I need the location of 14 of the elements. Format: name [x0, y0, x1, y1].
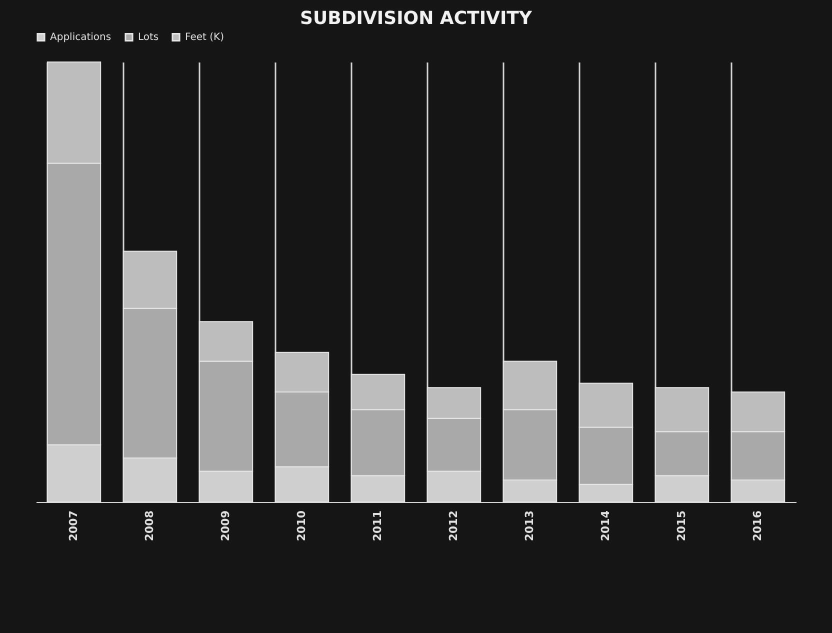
x-tick-label: 2014 [599, 510, 612, 542]
chart-title: SUBDIVISION ACTIVITY [300, 8, 533, 29]
x-tick-label: 2015 [675, 510, 688, 542]
x-tick-label: 2009 [219, 510, 232, 542]
x-tick-label: 2013 [523, 510, 536, 542]
x-tick-label: 2011 [371, 510, 384, 542]
legend-label: Applications [50, 32, 112, 44]
x-tick-label: 2010 [295, 510, 308, 542]
legend-label: Feet (K) [185, 32, 224, 44]
x-tick-label: 2012 [447, 510, 460, 542]
legend-label: Lots [138, 32, 159, 44]
x-tick-label: 2008 [143, 510, 156, 542]
x-tick-label: 2016 [751, 510, 764, 542]
x-tick-label: 2007 [67, 510, 80, 542]
